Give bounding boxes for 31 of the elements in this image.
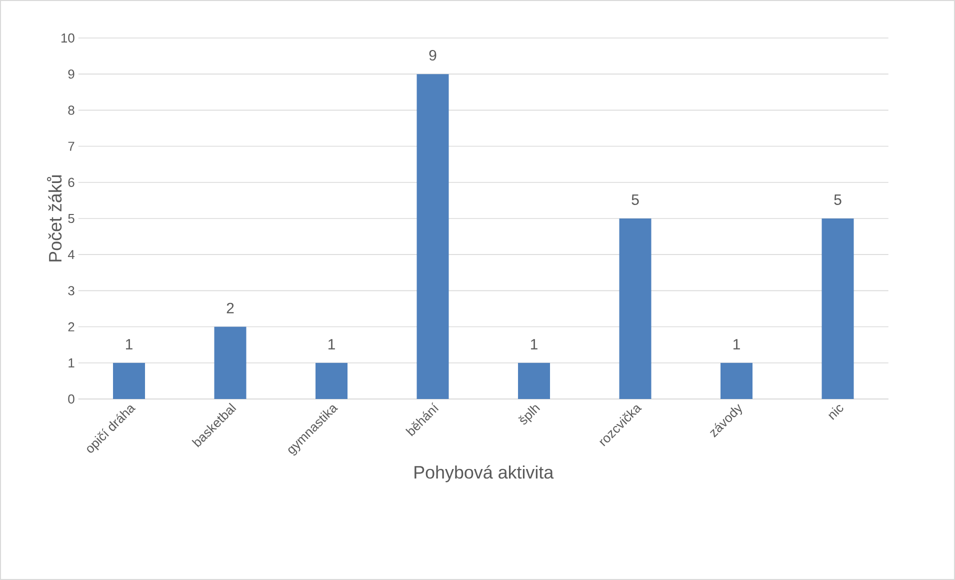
y-tick-label: 5 [68, 214, 74, 223]
y-tick-label: 8 [68, 106, 74, 115]
data-label: 1 [530, 339, 538, 350]
y-tick-label: 10 [61, 33, 74, 43]
y-axis-title: Počet žáků [46, 175, 62, 262]
bar [416, 74, 449, 399]
data-label: 2 [226, 302, 234, 314]
bar [316, 362, 348, 399]
y-tick-label: 7 [68, 142, 74, 151]
y-tick-label: 0 [68, 394, 74, 404]
bar [518, 362, 550, 399]
bar [214, 326, 246, 399]
data-label: 1 [733, 339, 740, 350]
bar [720, 362, 753, 399]
data-label: 1 [126, 339, 132, 350]
data-label: 5 [632, 194, 639, 205]
x-axis-title: Pohybová aktivita [414, 465, 554, 482]
data-label: 1 [328, 339, 335, 350]
x-tick-label: šplh [518, 405, 540, 425]
y-tick-label: 3 [68, 286, 74, 296]
y-tick-label: 4 [68, 250, 74, 260]
x-tick-label: nic [828, 405, 844, 420]
data-label: 5 [834, 194, 842, 205]
y-tick-label: 6 [68, 178, 74, 187]
data-label: 9 [429, 50, 436, 61]
y-tick-label: 9 [68, 69, 74, 79]
y-tick-label: 1 [68, 358, 74, 368]
bar [619, 218, 652, 399]
bar [113, 362, 146, 399]
bar [822, 218, 854, 399]
y-tick-label: 2 [68, 322, 74, 332]
